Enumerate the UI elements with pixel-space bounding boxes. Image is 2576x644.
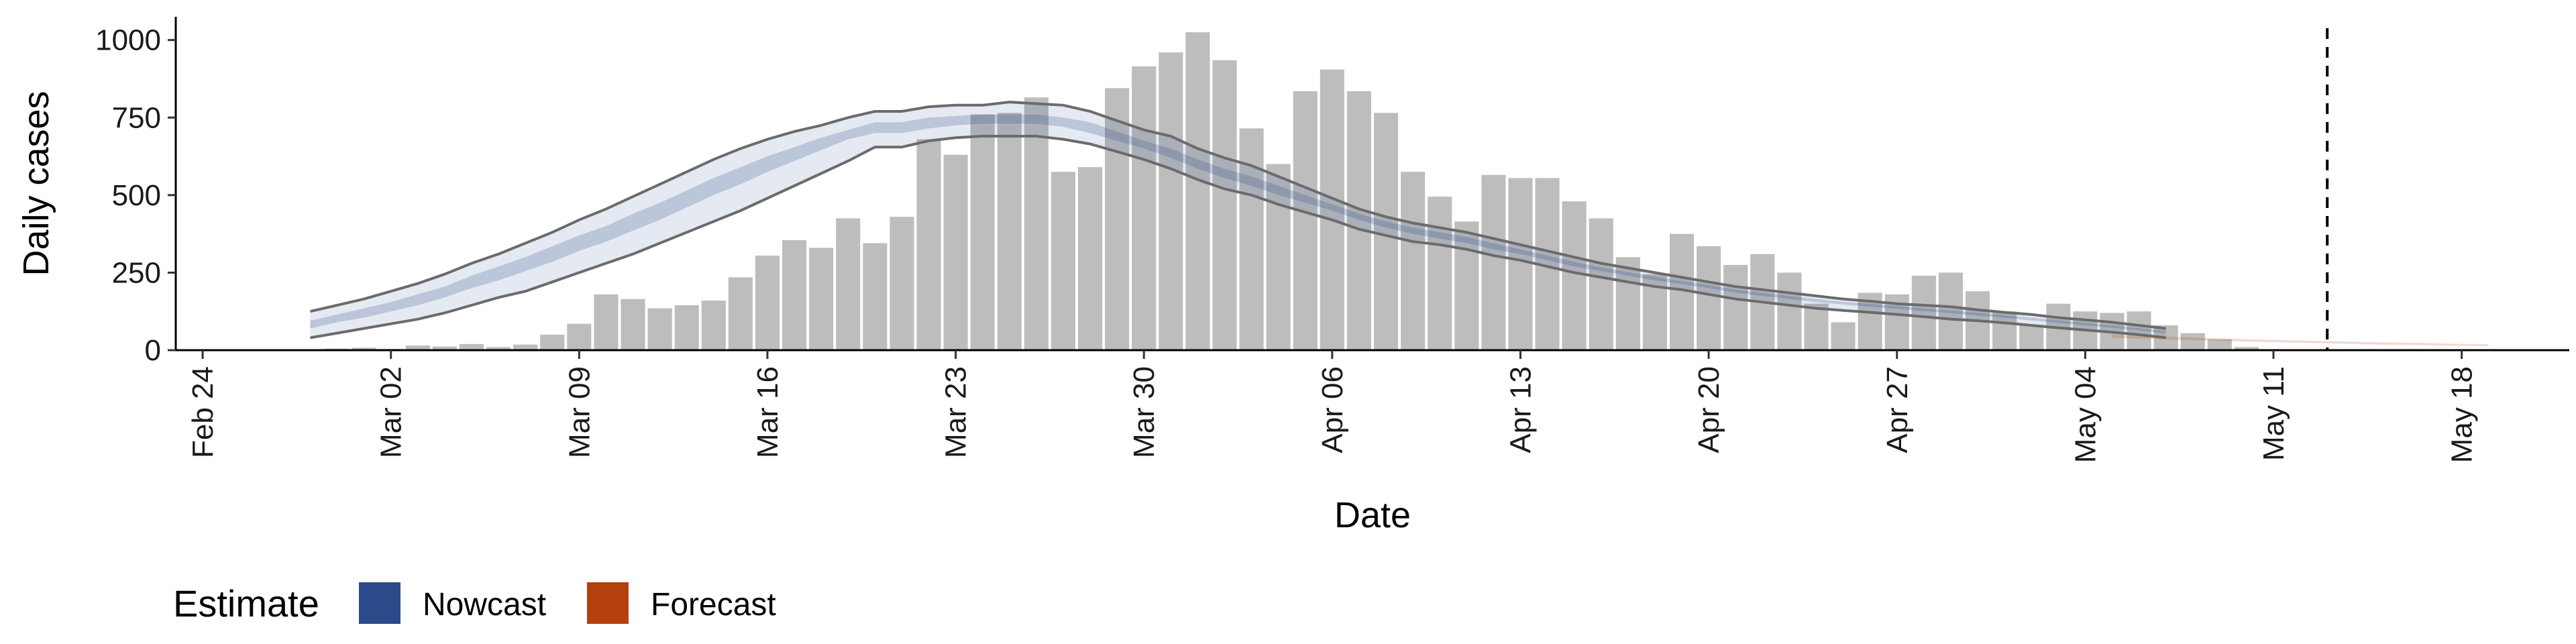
bar xyxy=(1105,88,1130,351)
bar xyxy=(1212,60,1237,350)
forecast-band xyxy=(2112,334,2489,346)
bar xyxy=(1777,272,1802,350)
bar xyxy=(2127,311,2151,350)
bar xyxy=(1454,221,1479,350)
bar xyxy=(2019,325,2044,350)
axes-layer xyxy=(174,17,2569,352)
bar xyxy=(1562,201,1587,350)
bar xyxy=(1508,178,1533,350)
bar xyxy=(1589,218,1613,350)
bar xyxy=(1051,172,1075,350)
x-tick-label: Apr 13 xyxy=(1505,366,1538,453)
bar xyxy=(782,239,807,350)
bar xyxy=(594,294,619,350)
bar xyxy=(1346,91,1371,350)
legend-label: Forecast xyxy=(651,587,776,623)
x-tick-label: Apr 20 xyxy=(1693,366,1725,453)
bar xyxy=(540,334,565,350)
bar xyxy=(997,113,1022,351)
nowcast-upper-line xyxy=(309,101,2166,330)
x-tick-label: Feb 24 xyxy=(186,366,219,458)
bar xyxy=(2234,347,2259,350)
y-tick-label: 250 xyxy=(112,256,161,289)
bar xyxy=(1024,97,1049,350)
bar xyxy=(890,217,914,350)
bar xyxy=(486,347,511,350)
nowcast-outer-band xyxy=(310,102,2166,338)
y-axis-title: Daily cases xyxy=(16,91,56,276)
bar xyxy=(809,248,834,350)
bars-layer xyxy=(271,32,2259,351)
bar xyxy=(2207,339,2232,350)
x-tick-label: Mar 09 xyxy=(563,366,596,458)
bar xyxy=(1078,167,1103,350)
bar xyxy=(459,343,484,350)
legend-title: Estimate xyxy=(173,582,319,625)
bar xyxy=(916,139,941,350)
bar xyxy=(513,344,538,350)
bar xyxy=(1615,257,1640,350)
legend-label: Nowcast xyxy=(423,587,546,623)
legend-items: Nowcast Forecast xyxy=(359,582,776,624)
legend-swatch xyxy=(359,582,400,624)
bar xyxy=(1992,311,2017,350)
y-tick-label: 0 xyxy=(145,334,161,367)
x-tick-label: Apr 27 xyxy=(1881,366,1914,453)
x-tick-label: Mar 02 xyxy=(375,366,408,458)
nowcast-lower-line xyxy=(310,135,2166,339)
y-tick-label: 750 xyxy=(112,101,161,134)
x-axis-ticks: Feb 24 Mar 02 Mar 09 Mar 16 Mar 23 Mar 30 Apr … xyxy=(186,350,2479,463)
legend: Estimate Nowcast Forecast xyxy=(173,582,776,625)
bar xyxy=(1723,264,1748,350)
bar xyxy=(701,301,726,350)
y-axis-ticks: 0 250 500 750 1000 xyxy=(95,24,176,367)
x-tick-label: May 18 xyxy=(2446,366,2479,463)
bar xyxy=(1159,52,1183,350)
bar xyxy=(1293,91,1318,350)
bar xyxy=(1481,174,1506,350)
bar xyxy=(405,345,430,350)
bar xyxy=(1185,32,1210,350)
bar xyxy=(836,218,861,350)
bar xyxy=(567,323,592,350)
bar xyxy=(755,256,780,350)
bar xyxy=(1239,128,1264,350)
y-tick-label: 500 xyxy=(112,179,161,212)
x-tick-label: Apr 06 xyxy=(1316,366,1349,453)
bar xyxy=(352,347,376,350)
bar xyxy=(1428,197,1452,350)
bar xyxy=(647,308,672,350)
bar xyxy=(1374,113,1399,351)
bar xyxy=(621,299,645,350)
bar xyxy=(1697,246,1721,350)
bar xyxy=(1911,276,1936,350)
bar xyxy=(2180,333,2205,350)
bar xyxy=(1266,164,1291,350)
bar xyxy=(1132,66,1157,350)
bar xyxy=(943,154,968,350)
bar xyxy=(970,114,995,350)
bar xyxy=(1831,322,1856,350)
bar xyxy=(432,346,457,350)
estimate-bands-layer xyxy=(309,101,2489,346)
bar xyxy=(1401,172,1426,350)
bar xyxy=(1320,69,1344,350)
x-tick-label: Mar 30 xyxy=(1128,366,1161,458)
bar xyxy=(728,277,753,350)
bar xyxy=(674,305,699,350)
bar xyxy=(1938,272,1963,350)
x-tick-label: May 04 xyxy=(2069,366,2102,463)
bar xyxy=(863,243,888,350)
y-tick-label: 1000 xyxy=(95,24,161,57)
legend-swatch xyxy=(587,582,629,624)
x-axis-title: Date xyxy=(1334,495,1411,535)
x-tick-label: May 11 xyxy=(2257,366,2290,461)
x-tick-label: Mar 16 xyxy=(751,366,784,458)
bar xyxy=(1804,303,1829,350)
x-tick-label: Mar 23 xyxy=(940,366,973,458)
